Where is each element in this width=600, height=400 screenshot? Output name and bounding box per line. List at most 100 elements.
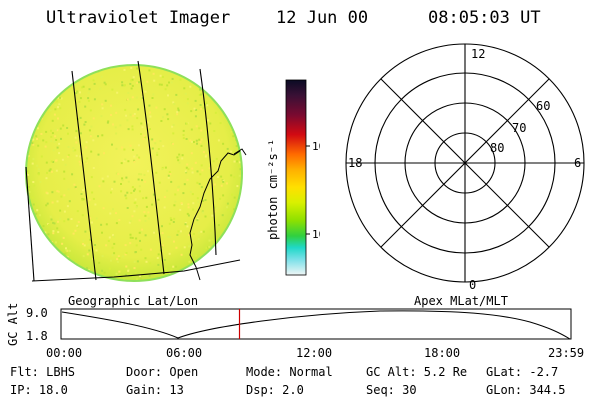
noise-pixel bbox=[63, 220, 66, 223]
noise-pixel bbox=[75, 154, 78, 157]
noise-pixel bbox=[52, 161, 55, 163]
noise-pixel bbox=[149, 248, 152, 251]
noise-pixel bbox=[59, 217, 62, 220]
noise-pixel bbox=[141, 179, 143, 182]
noise-pixel bbox=[101, 103, 104, 106]
noise-pixel bbox=[123, 68, 126, 71]
noise-pixel bbox=[131, 236, 134, 239]
noise-pixel bbox=[113, 252, 116, 255]
noise-pixel bbox=[194, 78, 197, 81]
noise-pixel bbox=[62, 236, 65, 239]
noise-pixel bbox=[137, 144, 140, 147]
noise-pixel bbox=[79, 132, 82, 135]
noise-pixel bbox=[224, 271, 227, 274]
noise-pixel bbox=[178, 153, 181, 156]
noise-pixel bbox=[125, 252, 128, 254]
door-value: Door: Open bbox=[126, 365, 199, 379]
noise-pixel bbox=[136, 278, 138, 281]
noise-pixel bbox=[177, 107, 180, 110]
noise-pixel bbox=[188, 260, 191, 263]
noise-pixel bbox=[125, 265, 128, 268]
noise-pixel bbox=[190, 128, 193, 131]
noise-pixel bbox=[115, 272, 118, 275]
noise-pixel bbox=[134, 198, 137, 201]
noise-pixel bbox=[220, 175, 223, 178]
dsp-value: Dsp: 2.0 bbox=[246, 383, 304, 397]
noise-pixel bbox=[59, 209, 62, 212]
noise-pixel bbox=[156, 153, 159, 156]
noise-pixel bbox=[144, 90, 147, 93]
noise-pixel bbox=[188, 234, 191, 236]
noise-pixel bbox=[241, 68, 242, 71]
noise-pixel bbox=[48, 78, 51, 81]
noise-pixel bbox=[66, 77, 68, 80]
noise-pixel bbox=[156, 151, 159, 154]
noise-pixel bbox=[53, 262, 55, 265]
noise-pixel bbox=[209, 122, 212, 125]
noise-pixel bbox=[116, 260, 119, 263]
noise-pixel bbox=[57, 190, 60, 193]
noise-pixel bbox=[205, 154, 208, 157]
noise-pixel bbox=[187, 168, 190, 171]
noise-pixel bbox=[102, 180, 105, 183]
noise-pixel bbox=[147, 211, 150, 214]
noise-pixel bbox=[126, 207, 129, 209]
noise-pixel bbox=[83, 244, 86, 247]
noise-pixel bbox=[129, 236, 132, 239]
noise-pixel bbox=[152, 193, 155, 196]
noise-pixel bbox=[222, 142, 225, 145]
noise-pixel bbox=[95, 217, 98, 220]
noise-pixel bbox=[212, 84, 215, 86]
noise-pixel bbox=[211, 239, 214, 242]
noise-pixel bbox=[224, 94, 227, 97]
noise-pixel bbox=[162, 116, 164, 119]
noise-pixel bbox=[143, 211, 146, 214]
noise-pixel bbox=[180, 230, 182, 233]
noise-pixel bbox=[230, 130, 233, 133]
noise-pixel bbox=[140, 122, 143, 125]
noise-pixel bbox=[52, 232, 55, 235]
noise-pixel bbox=[175, 93, 178, 96]
noise-pixel bbox=[94, 77, 96, 80]
noise-pixel bbox=[64, 163, 67, 166]
noise-pixel bbox=[202, 200, 205, 202]
noise-pixel bbox=[239, 207, 242, 210]
noise-pixel bbox=[157, 253, 160, 256]
noise-pixel bbox=[151, 138, 154, 141]
noise-pixel bbox=[197, 231, 200, 234]
noise-pixel bbox=[82, 239, 85, 242]
noise-pixel bbox=[30, 101, 33, 104]
noise-pixel bbox=[133, 210, 136, 213]
noise-pixel bbox=[200, 186, 203, 189]
noise-pixel bbox=[133, 260, 136, 263]
noise-pixel bbox=[61, 242, 64, 245]
noise-pixel bbox=[188, 245, 190, 248]
noise-pixel bbox=[237, 164, 240, 167]
noise-pixel bbox=[149, 111, 151, 114]
noise-pixel bbox=[161, 168, 164, 171]
noise-pixel bbox=[125, 114, 128, 117]
colorbar-tick-label-10: 10 bbox=[312, 228, 320, 241]
noise-pixel bbox=[85, 141, 88, 144]
noise-pixel bbox=[103, 81, 106, 84]
noise-pixel bbox=[213, 206, 216, 209]
noise-pixel bbox=[217, 269, 220, 272]
altitude-timeline[interactable] bbox=[60, 308, 574, 342]
noise-pixel bbox=[91, 191, 94, 194]
noise-pixel bbox=[31, 97, 34, 100]
noise-pixel bbox=[87, 97, 90, 100]
noise-pixel bbox=[153, 231, 155, 234]
noise-pixel bbox=[170, 81, 173, 84]
noise-pixel bbox=[173, 217, 176, 220]
colorbar: 100 10 photon cm⁻²s⁻¹ bbox=[266, 79, 320, 276]
noise-pixel bbox=[205, 274, 208, 277]
noise-pixel bbox=[27, 155, 30, 157]
noise-pixel bbox=[145, 196, 148, 199]
noise-pixel bbox=[116, 258, 119, 261]
noise-pixel bbox=[145, 260, 148, 263]
noise-pixel bbox=[240, 267, 242, 270]
noise-pixel bbox=[68, 200, 71, 203]
noise-pixel bbox=[134, 271, 137, 274]
noise-pixel bbox=[217, 224, 220, 227]
noise-pixel bbox=[186, 98, 189, 101]
